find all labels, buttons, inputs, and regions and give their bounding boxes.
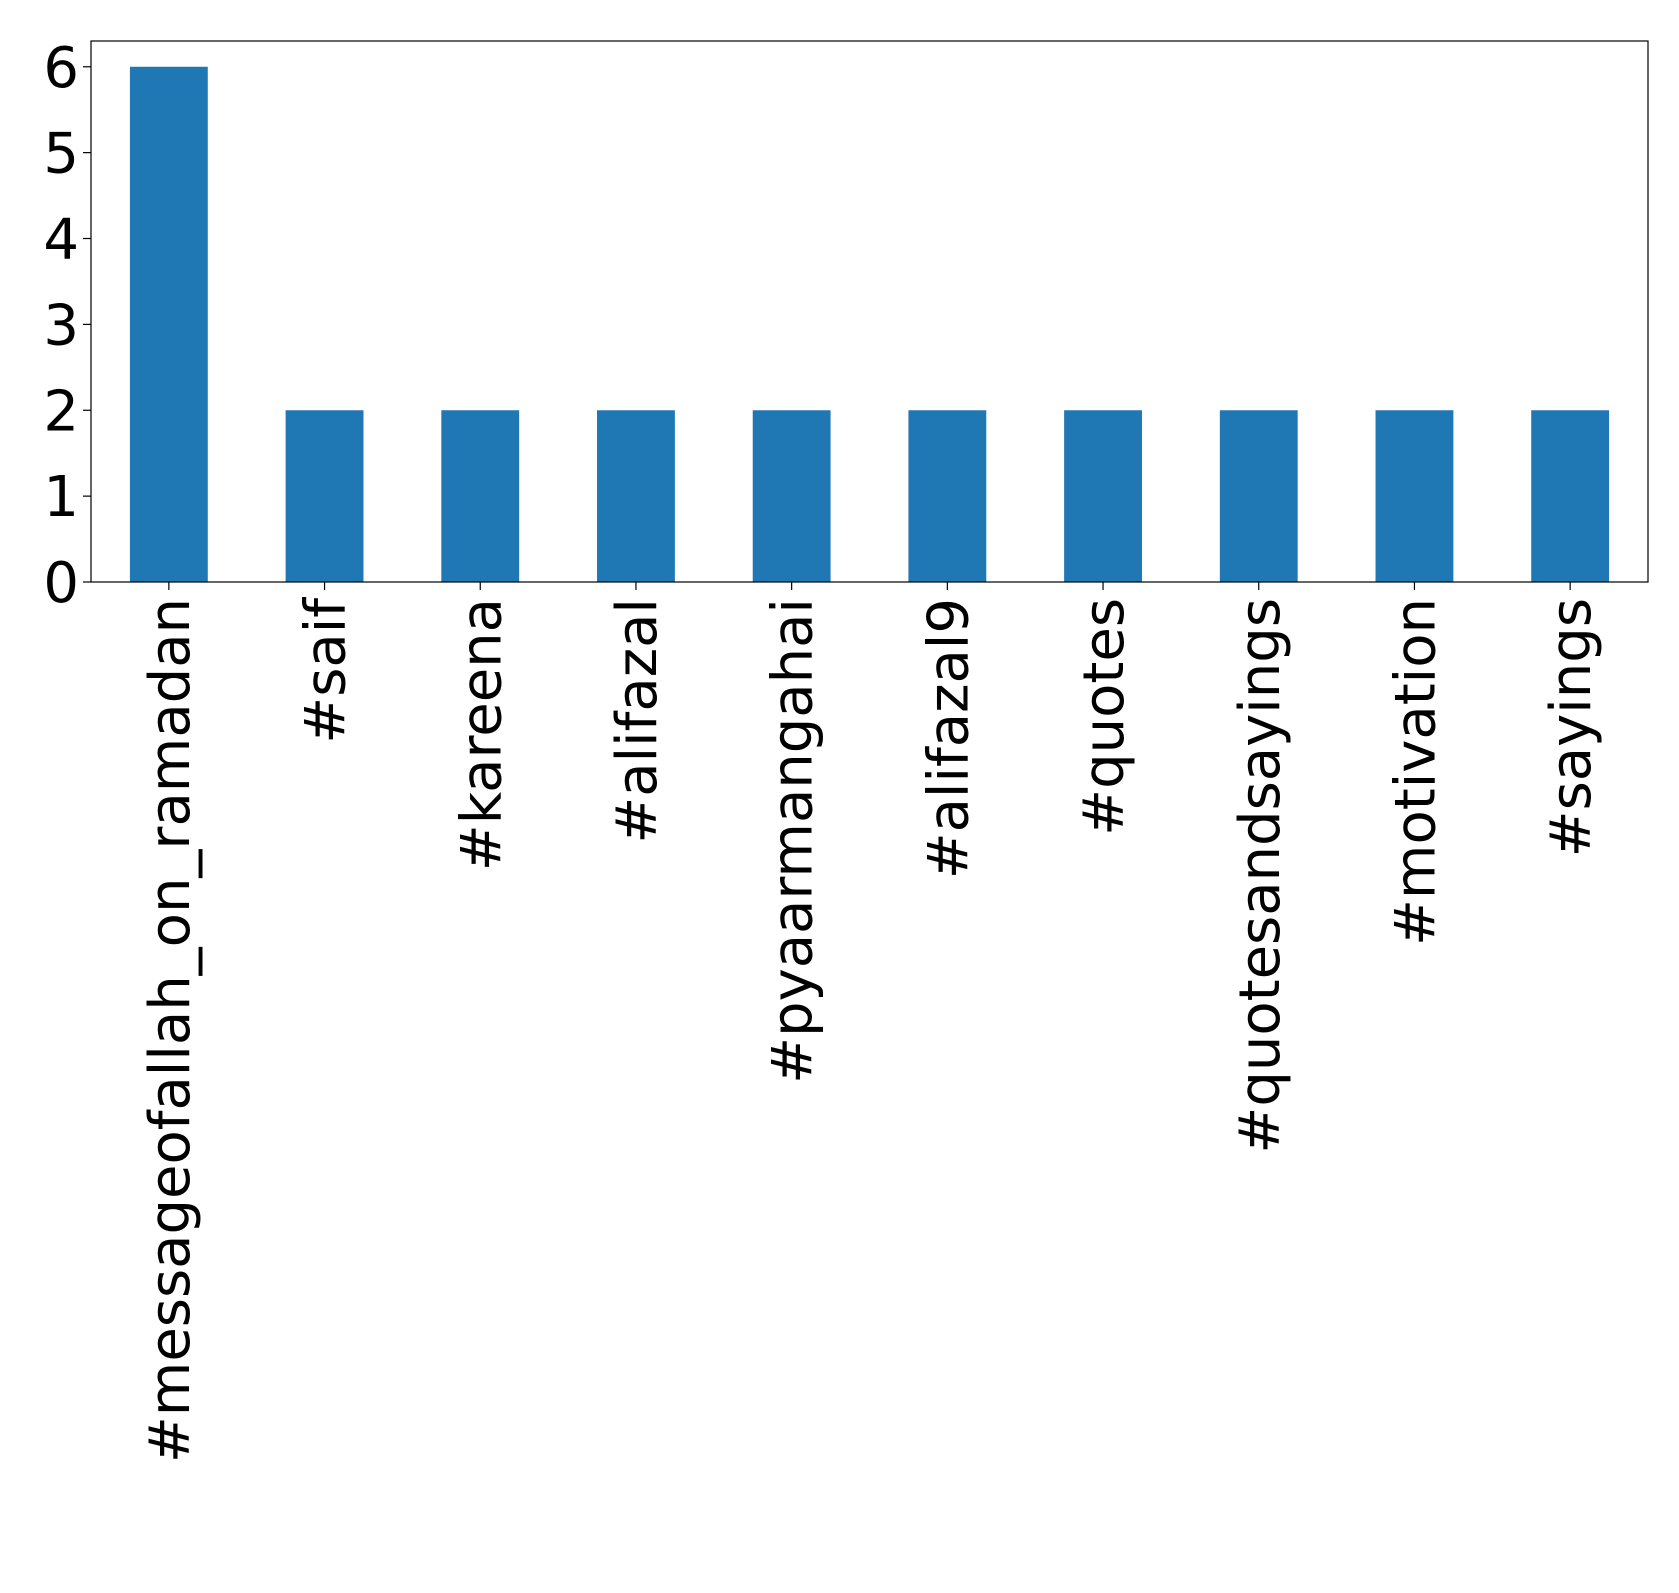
bar [129, 66, 208, 582]
bar [1375, 410, 1454, 582]
x-tick-label: #quotes [1072, 598, 1137, 836]
x-tick-label: #pyaarmangahai [761, 598, 826, 1084]
bar [752, 410, 831, 582]
bar [285, 410, 364, 582]
x-tick-label: #kareena [449, 598, 514, 871]
x-tick-label: #alifazal9 [916, 598, 981, 879]
bar [1064, 410, 1142, 582]
y-tick-label: 0 [43, 551, 79, 616]
y-tick-label: 6 [43, 36, 79, 101]
x-tick-label: #alifazal [605, 598, 670, 844]
bar [441, 410, 520, 582]
y-tick-label: 4 [43, 208, 79, 273]
bar [908, 410, 987, 582]
y-tick-label: 5 [43, 122, 79, 187]
bar [1219, 410, 1298, 582]
bar [1531, 410, 1610, 582]
x-tick-label: #motivation [1383, 598, 1448, 946]
x-tick-label: #saif [294, 597, 359, 744]
y-tick-label: 3 [43, 293, 79, 358]
x-tick-label: #messageofallah_on_ramadan [138, 598, 203, 1463]
y-tick-label: 2 [43, 379, 79, 444]
x-tick-label: #sayings [1539, 598, 1604, 857]
plot-frame [90, 40, 1649, 583]
bar [597, 410, 675, 582]
y-tick-label: 1 [43, 465, 79, 530]
x-tick-label: #quotesandsayings [1228, 598, 1293, 1154]
